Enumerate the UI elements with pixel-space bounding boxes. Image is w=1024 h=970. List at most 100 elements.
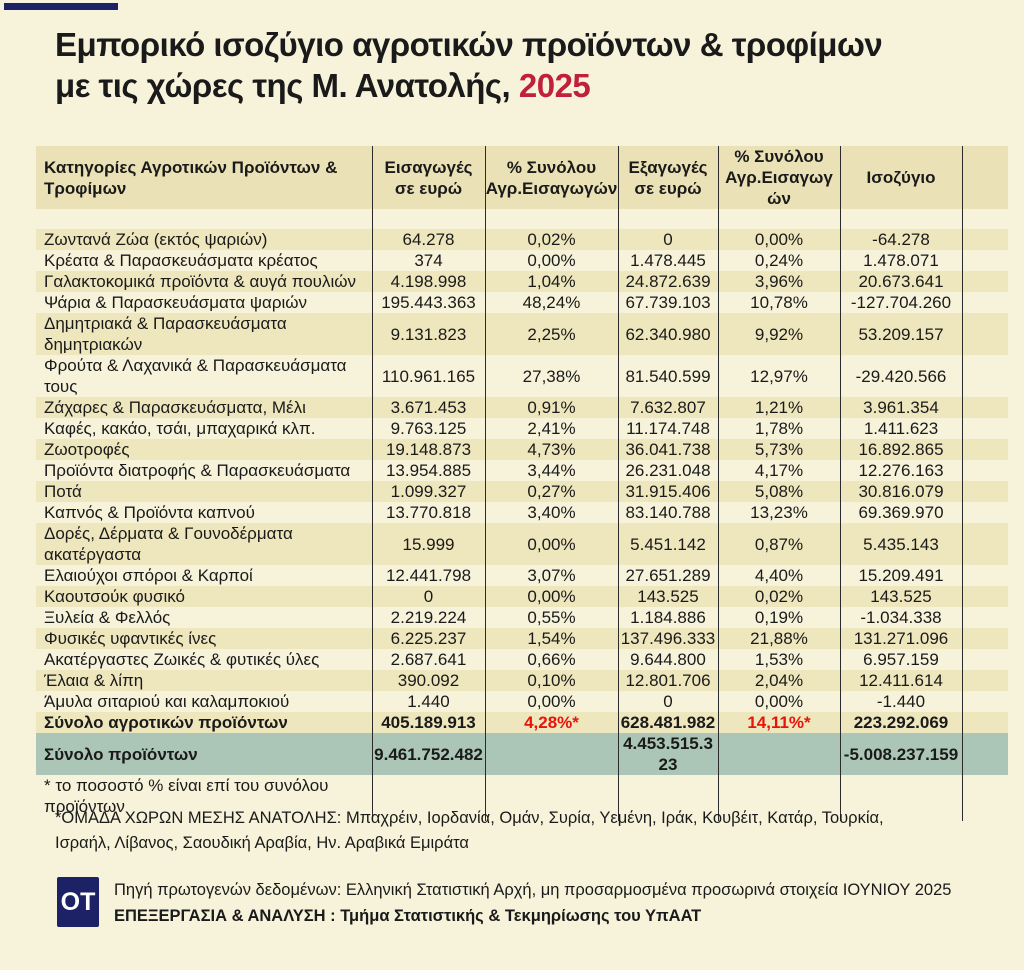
cell-balance: 223.292.069 (840, 712, 963, 733)
table-row: Κρέατα & Παρασκευάσματα κρέατος 374 0,00% 1… (36, 250, 1008, 271)
table-row: Ψάρια & Παρασκευάσματα ψαριών 195.443.363… (36, 292, 1008, 313)
cell-imports-pct: 4,73% (485, 439, 619, 460)
trade-table-wrap: Κατηγορίες Αγροτικών Προϊόντων & Τροφίμω… (36, 146, 1008, 821)
cell-imports: 15.999 (372, 523, 486, 565)
cell-exports: 7.632.807 (618, 397, 719, 418)
middle-east-note: *ΟΜΑΔΑ ΧΩΡΩΝ ΜΕΣΗΣ ΑΝΑΤΟΛΗΣ: Μπαχρέιν, Ι… (55, 809, 884, 852)
cell-extra (962, 523, 1008, 565)
col-header-imports: Εισαγωγές σε ευρώ (372, 146, 486, 209)
cell-imports: 1.440 (372, 691, 486, 712)
cell-extra (962, 565, 1008, 586)
cell-imports: 1.099.327 (372, 481, 486, 502)
cell-imports: 9.131.823 (372, 313, 486, 355)
cell-imports: 9.763.125 (372, 418, 486, 439)
table-row: Ακατέργαστες Ζωικές & φυτικές ύλες 2.687.… (36, 649, 1008, 670)
cell-exports: 67.739.103 (618, 292, 719, 313)
cell-extra (962, 439, 1008, 460)
cell-imports-pct (485, 209, 619, 229)
cell-extra (962, 649, 1008, 670)
cell-category: Ψάρια & Παρασκευάσματα ψαριών (36, 292, 373, 313)
cell-balance: 3.961.354 (840, 397, 963, 418)
title-year: 2025 (518, 67, 591, 104)
cell-exports-pct: 4,40% (718, 565, 841, 586)
footer-text: Πηγή πρωτογενών δεδομένων: Ελληνική Στατ… (114, 877, 951, 928)
empty-cell (962, 775, 1008, 821)
cell-imports-pct: 3,40% (485, 502, 619, 523)
cell-balance: 16.892.865 (840, 439, 963, 460)
cell-exports: 24.872.639 (618, 271, 719, 292)
cell-extra (962, 397, 1008, 418)
cell-extra (962, 292, 1008, 313)
cell-imports-pct: 0,00% (485, 691, 619, 712)
cell-extra (962, 586, 1008, 607)
cell-imports-pct: 2,25% (485, 313, 619, 355)
cell-imports: 19.148.873 (372, 439, 486, 460)
cell-exports: 81.540.599 (618, 355, 719, 397)
cell-imports-pct: 1,54% (485, 628, 619, 649)
table-footnote: * το ποσοστό % είναι επί του συνόλου προ… (36, 775, 373, 821)
cell-imports: 6.225.237 (372, 628, 486, 649)
cell-exports-pct: 10,78% (718, 292, 841, 313)
table-row: Ξυλεία & Φελλός 2.219.224 0,55% 1.184.886 0,… (36, 607, 1008, 628)
col-header-category: Κατηγορίες Αγροτικών Προϊόντων & Τροφίμω… (36, 146, 373, 209)
cell-category: Καφές, κακάο, τσάι, μπαχαρικά κλπ. (36, 418, 373, 439)
cell-extra (962, 691, 1008, 712)
cell-imports-pct: 0,55% (485, 607, 619, 628)
cell-balance (840, 209, 963, 229)
cell-imports-pct: 0,91% (485, 397, 619, 418)
cell-extra (962, 250, 1008, 271)
cell-balance: 12.276.163 (840, 460, 963, 481)
cell-extra (962, 712, 1008, 733)
cell-imports-pct: 0,00% (485, 250, 619, 271)
ot-logo: OT (57, 877, 99, 927)
cell-exports-pct: 2,04% (718, 670, 841, 691)
cell-exports: 11.174.748 (618, 418, 719, 439)
cell-exports-pct: 5,73% (718, 439, 841, 460)
cell-balance: 5.435.143 (840, 523, 963, 565)
cell-exports: 0 (618, 691, 719, 712)
cell-exports-pct: 0,00% (718, 691, 841, 712)
table-row: Προϊόντα διατροφής & Παρασκευάσματα 13.95… (36, 460, 1008, 481)
cell-imports: 374 (372, 250, 486, 271)
empty-cell (840, 775, 963, 821)
cell-balance: -1.440 (840, 691, 963, 712)
cell-imports: 110.961.165 (372, 355, 486, 397)
cell-category: Δημητριακά & Παρασκευάσματα δημητριακών (36, 313, 373, 355)
cell-extra (962, 670, 1008, 691)
brand-accent-bar (4, 3, 118, 10)
cell-exports: 137.496.333 (618, 628, 719, 649)
cell-category: Ζάχαρες & Παρασκευάσματα, Μέλι (36, 397, 373, 418)
cell-imports: 64.278 (372, 229, 486, 250)
empty-cell (718, 775, 841, 821)
cell-balance: 143.525 (840, 586, 963, 607)
cell-exports-pct: 0,02% (718, 586, 841, 607)
cell-category: Δορές, Δέρματα & Γουνοδέρματα ακατέργαστ… (36, 523, 373, 565)
cell-imports: 4.198.998 (372, 271, 486, 292)
cell-imports-pct: 0,10% (485, 670, 619, 691)
trade-table: Κατηγορίες Αγροτικών Προϊόντων & Τροφίμω… (36, 146, 1008, 821)
cell-exports: 4.453.515.323 (618, 733, 719, 775)
cell-extra (962, 229, 1008, 250)
cell-category: Γαλακτοκομικά προϊόντα & αυγά πουλιών (36, 271, 373, 292)
analysis-text: ΕΠΕΞΕΡΓΑΣΙΑ & ΑΝΑΛΥΣΗ : Τμήμα Στατιστική… (114, 907, 702, 925)
cell-exports: 12.801.706 (618, 670, 719, 691)
cell-imports-pct: 3,44% (485, 460, 619, 481)
cell-category: Σύνολο προϊόντων (36, 733, 373, 775)
cell-exports: 0 (618, 229, 719, 250)
col-header-exports: Εξαγωγές σε ευρώ (618, 146, 719, 209)
cell-extra (962, 418, 1008, 439)
cell-category: Καουτσούκ φυσικό (36, 586, 373, 607)
cell-imports-pct: 48,24% (485, 292, 619, 313)
cell-exports: 62.340.980 (618, 313, 719, 355)
cell-balance: 69.369.970 (840, 502, 963, 523)
cell-extra (962, 313, 1008, 355)
table-row: Γαλακτοκομικά προϊόντα & αυγά πουλιών 4.1… (36, 271, 1008, 292)
table-row: Άμυλα σιταριού και καλαμποκιού 1.440 0,00%… (36, 691, 1008, 712)
cell-balance: 131.271.096 (840, 628, 963, 649)
cell-exports-pct: 0,87% (718, 523, 841, 565)
cell-exports (618, 209, 719, 229)
cell-category: Ζωντανά Ζώα (εκτός ψαριών) (36, 229, 373, 250)
cell-category: Φυσικές υφαντικές ίνες (36, 628, 373, 649)
cell-exports: 143.525 (618, 586, 719, 607)
cell-exports-pct: 14,11%* (718, 712, 841, 733)
